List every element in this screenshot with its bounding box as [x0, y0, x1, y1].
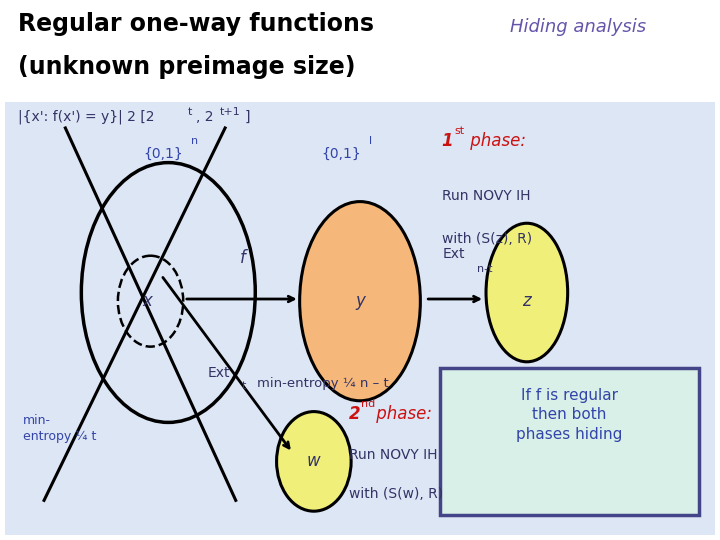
Text: f: f — [240, 249, 246, 267]
Text: n: n — [191, 136, 198, 146]
Text: min-entropy ¼ n – t: min-entropy ¼ n – t — [257, 377, 389, 390]
Text: {0,1}: {0,1} — [143, 147, 183, 161]
Text: t: t — [241, 381, 246, 390]
Text: Ext: Ext — [207, 366, 230, 380]
Text: t+1: t+1 — [220, 107, 240, 117]
Text: x: x — [142, 292, 152, 310]
Bar — [5, 102, 715, 535]
Text: Run NOVY IH: Run NOVY IH — [349, 448, 438, 462]
Text: (unknown preimage size): (unknown preimage size) — [18, 55, 356, 79]
Text: z: z — [523, 292, 531, 310]
Text: 2: 2 — [349, 405, 361, 423]
Text: Hiding analysis: Hiding analysis — [510, 18, 646, 36]
Text: {0,1}: {0,1} — [321, 147, 361, 161]
Text: with (S(z), R): with (S(z), R) — [441, 232, 532, 246]
Text: w: w — [307, 453, 320, 470]
Text: nd: nd — [361, 399, 376, 409]
Ellipse shape — [486, 223, 567, 362]
Text: st: st — [454, 126, 464, 136]
Text: |{x': f(x') = y}| 2 [2: |{x': f(x') = y}| 2 [2 — [18, 110, 155, 125]
Text: Regular one-way functions: Regular one-way functions — [18, 12, 374, 36]
Text: 1: 1 — [441, 132, 454, 150]
Text: with (S(w), R): with (S(w), R) — [349, 488, 444, 501]
Text: Run NOVY IH: Run NOVY IH — [441, 188, 530, 202]
Text: , 2: , 2 — [196, 110, 214, 124]
Ellipse shape — [276, 411, 351, 511]
Text: n-t: n-t — [477, 264, 492, 274]
Text: l: l — [369, 136, 372, 146]
Ellipse shape — [300, 201, 420, 401]
FancyBboxPatch shape — [440, 368, 699, 515]
Text: ]: ] — [245, 110, 251, 124]
Text: phase:: phase: — [465, 132, 526, 150]
Text: min-
entropy ¼ t: min- entropy ¼ t — [23, 414, 96, 443]
Text: t: t — [188, 107, 192, 117]
Text: Ext: Ext — [443, 247, 466, 260]
Text: phase:: phase: — [372, 405, 432, 423]
Text: If f is regular
then both
phases hiding: If f is regular then both phases hiding — [516, 388, 623, 442]
Text: y: y — [355, 292, 365, 310]
